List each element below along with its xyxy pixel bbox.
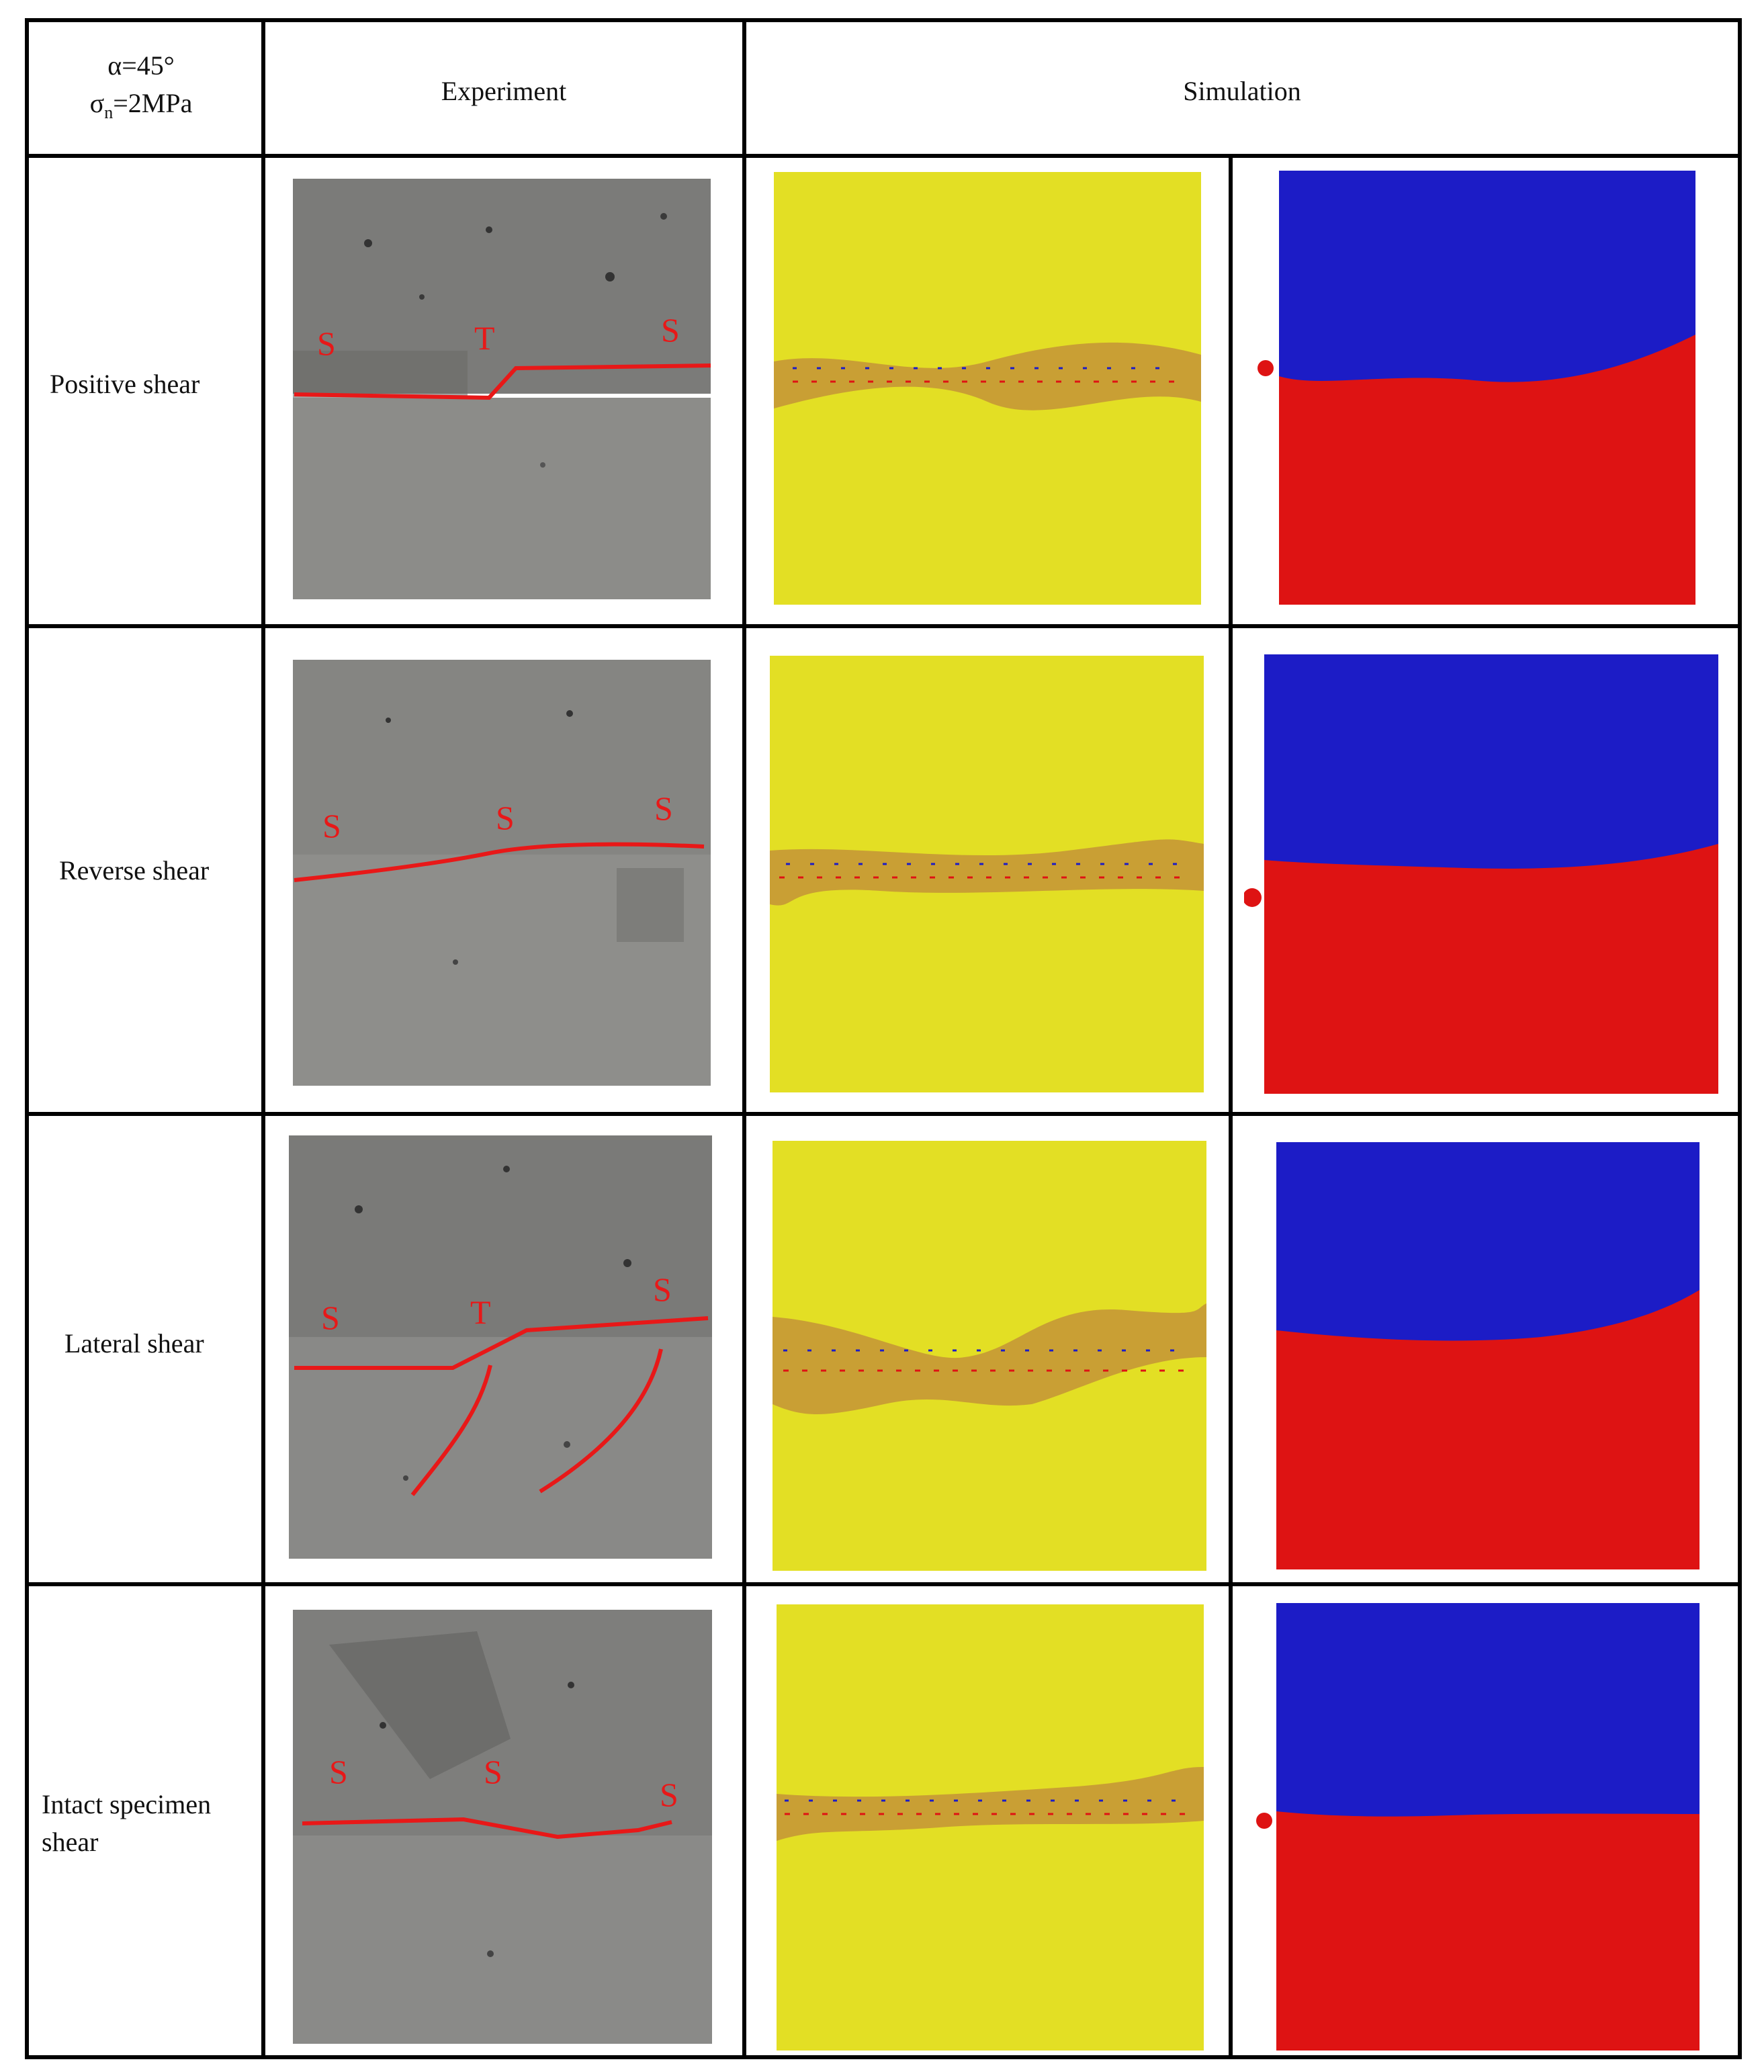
crack-trace	[410, 1365, 492, 1496]
experiment-photo-intact-specimen	[289, 1604, 719, 2048]
crack-marker: S	[321, 1299, 340, 1336]
experiment-photo-lateral-shear	[285, 1129, 721, 1572]
crack-trace	[294, 1316, 709, 1370]
normal-stress-label: σn=2MPa	[89, 88, 193, 122]
simulation-displacement-positive-shear	[1258, 171, 1695, 605]
crack-trace	[302, 1817, 672, 1840]
row-label-lateral-shear: Lateral shear	[64, 1328, 204, 1358]
row-label-positive-shear: Positive shear	[50, 369, 200, 399]
crack-trace	[539, 1348, 663, 1494]
crack-marker: S	[329, 1753, 348, 1790]
angle-label: α=45°	[107, 50, 175, 81]
crack-marker: S	[317, 325, 336, 362]
crack-marker: S	[661, 311, 680, 349]
crack-marker: S	[484, 1753, 502, 1790]
crack-trace	[294, 363, 711, 400]
simulation-displacement-intact-specimen	[1256, 1603, 1700, 2051]
crack-marker: S	[496, 799, 515, 836]
crack-marker: S	[653, 1270, 672, 1308]
row-label-reverse-shear: Reverse shear	[59, 855, 210, 886]
simulation-displacement-lateral-shear	[1276, 1142, 1700, 1569]
simulation-crack-positive-shear	[774, 172, 1201, 605]
crack-trace	[294, 842, 705, 882]
crack-marker: S	[660, 1776, 678, 1813]
crack-marker: T	[470, 1293, 491, 1331]
experiment-photo-positive-shear	[288, 176, 717, 606]
simulation-header: Simulation	[1183, 76, 1301, 106]
row-label-intact-specimen: Intact specimen shear	[42, 1789, 212, 1857]
crack-marker: S	[322, 807, 341, 845]
crack-marker: S	[654, 789, 673, 827]
simulation-crack-lateral-shear	[773, 1141, 1206, 1571]
crack-marker: T	[474, 319, 495, 357]
experiment-photo-reverse-shear	[288, 653, 717, 1096]
experiment-header: Experiment	[441, 76, 567, 106]
simulation-displacement-reverse-shear	[1244, 654, 1718, 1094]
condition-header: α=45° σn=2MPa	[40, 47, 242, 132]
simulation-crack-reverse-shear	[770, 656, 1204, 1092]
simulation-crack-intact-specimen	[777, 1604, 1204, 2051]
